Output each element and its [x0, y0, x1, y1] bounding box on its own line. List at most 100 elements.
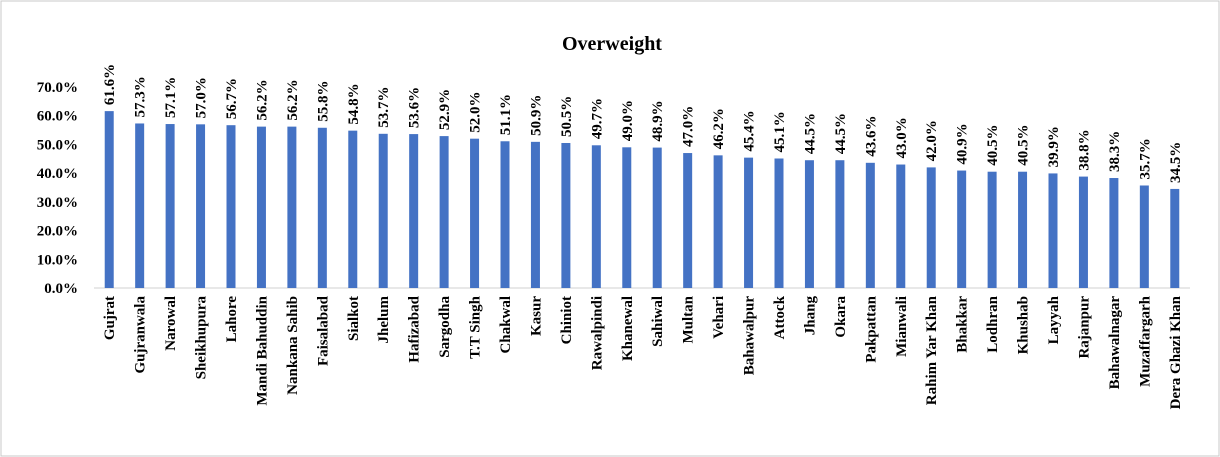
value-label: 52.0%: [468, 91, 484, 132]
y-tick-label: 10.0%: [37, 252, 78, 268]
x-tick-label: Rahim Yar Khan: [924, 295, 940, 405]
bar: [744, 157, 754, 288]
bar: [926, 167, 936, 288]
bar: [409, 134, 419, 288]
value-label: 50.9%: [528, 95, 544, 136]
bar: [196, 124, 206, 288]
bar: [317, 127, 327, 288]
bar: [865, 162, 875, 288]
x-tick-label: Bhakkar: [955, 296, 971, 353]
x-tick-label: Sheikhupura: [194, 296, 210, 380]
value-label: 52.9%: [437, 89, 453, 130]
y-tick-label: 70.0%: [37, 80, 78, 96]
x-tick-label: Vehari: [711, 296, 727, 339]
bar: [652, 147, 662, 288]
value-label: 40.5%: [985, 124, 1001, 165]
value-label: 55.8%: [315, 81, 331, 122]
x-tick-label: Lodhran: [985, 295, 1001, 352]
bar: [1109, 178, 1119, 288]
bar: [135, 123, 145, 289]
bar: [165, 124, 175, 288]
x-tick-label: Sargodha: [437, 296, 453, 358]
value-label: 39.9%: [1046, 126, 1062, 167]
value-label: 48.9%: [650, 100, 666, 141]
x-tick-label: Okara: [833, 296, 849, 338]
value-label: 50.5%: [559, 96, 575, 137]
value-label: 53.7%: [376, 87, 392, 128]
x-tick-label: Rajanpur: [1076, 296, 1092, 359]
x-tick-label: Kasur: [528, 296, 544, 336]
x-tick-label: Khanewal: [620, 296, 636, 361]
bar: [804, 160, 814, 288]
y-tick-label: 20.0%: [37, 224, 78, 240]
bar: [256, 126, 266, 288]
value-label: 47.0%: [681, 106, 697, 147]
bar: [1078, 176, 1088, 288]
bar: [622, 147, 632, 288]
value-label: 38.8%: [1076, 129, 1092, 170]
x-tick-label: Layyah: [1046, 295, 1062, 344]
x-tick-label: Multan: [681, 295, 697, 343]
x-tick-label: Attock: [772, 295, 788, 339]
value-label: 40.9%: [955, 123, 971, 164]
bar: [683, 153, 693, 288]
value-label: 34.5%: [1168, 142, 1184, 183]
value-label: 56.7%: [224, 78, 240, 119]
value-label: 53.6%: [407, 87, 423, 128]
bar: [1048, 173, 1058, 288]
value-label: 54.8%: [346, 83, 362, 124]
x-tick-label: Lahore: [224, 296, 240, 343]
value-label: 43.0%: [894, 117, 910, 158]
x-tick-label: Gujrat: [102, 296, 118, 340]
x-tick-label: Nankana Sahib: [285, 296, 301, 395]
value-label: 45.4%: [742, 110, 758, 151]
bar: [957, 170, 967, 288]
x-tick-label: Sahiwal: [650, 296, 666, 347]
bar: [774, 158, 784, 288]
value-label: 40.5%: [1016, 124, 1032, 165]
chart-title: Overweight: [562, 33, 662, 55]
bar: [104, 111, 114, 289]
x-tick-label: Mianwali: [894, 296, 910, 357]
x-tick-label: Muzaffargarh: [1137, 295, 1153, 386]
value-label: 46.2%: [711, 108, 727, 149]
value-label: 56.2%: [254, 79, 270, 120]
value-label: 61.6%: [102, 64, 118, 105]
x-tick-label: Bahawalnagar: [1107, 296, 1123, 390]
bar: [713, 155, 723, 288]
bar: [1018, 171, 1028, 288]
value-label: 57.1%: [163, 77, 179, 118]
value-label: 45.1%: [772, 111, 788, 152]
y-tick-label: 40.0%: [37, 166, 78, 182]
x-tick-label: Mandi Bahuddin: [254, 295, 270, 405]
x-tick-label: Rawalpindi: [589, 296, 605, 370]
value-label: 43.6%: [863, 116, 879, 157]
value-label: 42.0%: [924, 120, 940, 161]
value-label: 56.2%: [285, 79, 301, 120]
bar: [591, 145, 601, 288]
bar: [226, 125, 236, 288]
value-label: 49.0%: [620, 100, 636, 141]
y-tick-label: 50.0%: [37, 137, 78, 153]
x-tick-label: Faisalabad: [315, 295, 331, 366]
value-label: 51.1%: [498, 94, 514, 135]
x-tick-label: Jhelum: [376, 296, 392, 344]
x-tick-label: Khushab: [1016, 296, 1032, 354]
x-tick-label: Sialkot: [346, 296, 362, 341]
bar: [1170, 188, 1180, 288]
x-tick-label: Chiniot: [559, 296, 575, 344]
y-tick-label: 60.0%: [37, 109, 78, 125]
x-tick-label: T.T Singh: [468, 295, 484, 358]
bar: [470, 138, 480, 288]
bar: [439, 136, 449, 288]
bar: [987, 171, 997, 288]
x-tick-label: Dera Ghazi Khan: [1168, 295, 1184, 409]
x-tick-label: Chakwal: [498, 296, 514, 354]
x-tick-label: Gujranwala: [133, 296, 149, 374]
bar: [561, 142, 571, 288]
bar: [378, 133, 388, 288]
x-tick-label: Jhang: [802, 296, 818, 336]
value-label: 57.3%: [133, 76, 149, 117]
bar: [896, 164, 906, 288]
